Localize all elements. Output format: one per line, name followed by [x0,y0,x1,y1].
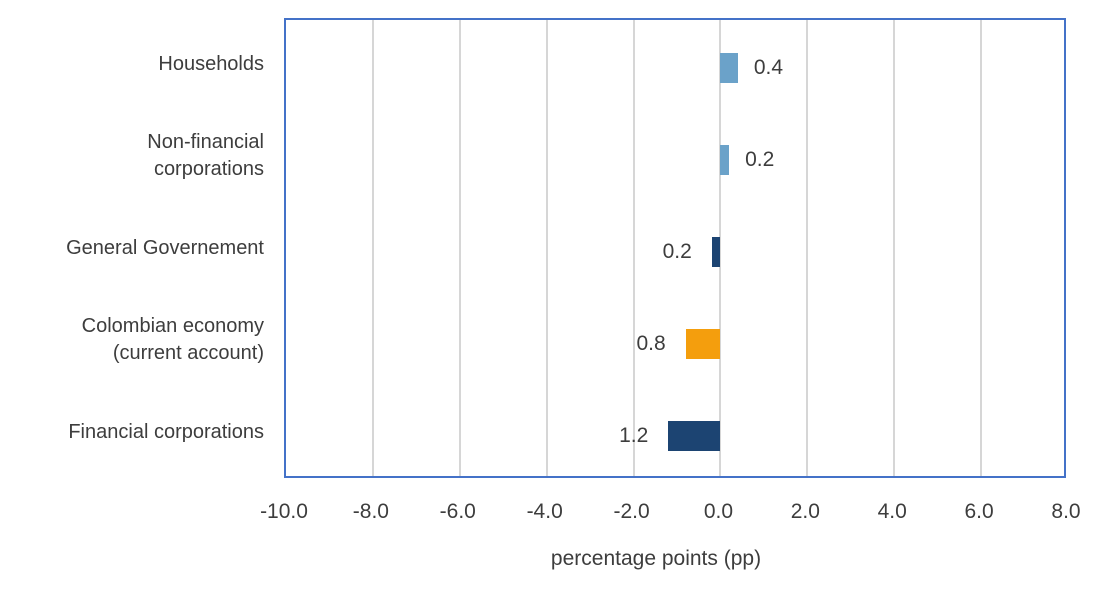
gridline [980,20,983,476]
x-tick-label: -2.0 [613,500,650,523]
gridline [806,20,809,476]
plot-area: 0.4 0.2 0.2 0.8 1.2 [284,18,1066,478]
category-label-3: Colombian economy (current account) [81,315,264,364]
x-tick-label: -8.0 [352,500,389,523]
x-tick-label: 8.0 [1051,500,1081,523]
x-tick-label: -6.0 [439,500,476,523]
bar-1 [720,145,730,175]
x-tick-label: 4.0 [877,500,907,523]
x-tick-label: 6.0 [964,500,994,523]
category-label-1: Non-financial corporations [147,131,264,180]
x-tick-label: -4.0 [526,500,563,523]
bar-2 [711,237,721,267]
x-axis-title: percentage points (pp) [550,547,762,570]
bar-0 [720,53,738,83]
gridline [371,20,374,476]
gridline [893,20,896,476]
x-tick-label: 0.0 [703,500,734,523]
bar-3 [685,329,721,359]
category-label-0: Households [158,52,264,75]
bar-value-label: 0.4 [753,56,784,79]
x-tick-label: 2.0 [790,500,820,523]
bar-value-label: 0.2 [662,240,692,263]
gridline [545,20,548,476]
gridline [632,20,635,476]
bar-value-label: 0.2 [745,148,775,171]
gridline [458,20,461,476]
bar-value-label: 0.8 [636,332,666,355]
x-tick-label: -10.0 [260,500,308,523]
bar-value-label: 1.2 [619,424,649,447]
gridline [719,20,722,476]
category-label-4: Financial corporations [68,420,264,443]
category-axis-labels: Households Non-financial corporations Gener… [0,18,264,478]
category-label-2: General Governement [66,236,264,259]
bar-4 [668,421,721,451]
